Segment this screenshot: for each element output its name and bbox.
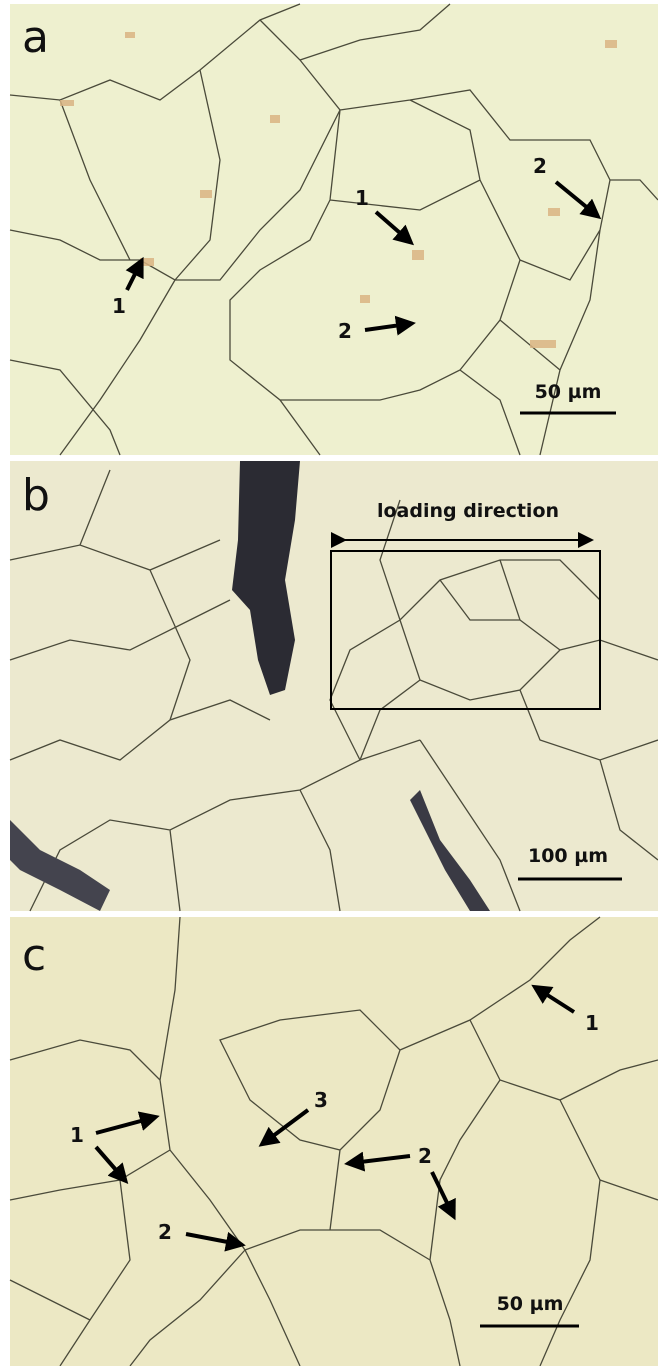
micrograph bbox=[10, 461, 658, 911]
panel-label: b bbox=[22, 470, 50, 521]
panel-label: a bbox=[22, 12, 49, 63]
scale-bar-label: 50 µm bbox=[497, 1293, 564, 1315]
panel-label: c bbox=[22, 930, 46, 981]
annotation: 2 bbox=[418, 1144, 432, 1168]
annotation: 1 bbox=[112, 294, 126, 318]
annotation: 1 bbox=[585, 1011, 599, 1035]
annotation: 2 bbox=[338, 319, 352, 343]
page: a 1 2 1 2 50 µm b loading direction 100 … bbox=[0, 0, 658, 1366]
scale-bar-label: 100 µm bbox=[528, 845, 608, 867]
figure: a 1 2 1 2 50 µm b loading direction 100 … bbox=[0, 0, 658, 1366]
panel-c: c 1 1 3 2 2 50 µm bbox=[10, 917, 658, 1366]
scale-bar-label: 50 µm bbox=[535, 381, 602, 403]
annotation: 2 bbox=[533, 154, 547, 178]
annotation: 1 bbox=[355, 186, 369, 210]
panel-a: a 1 2 1 2 50 µm bbox=[10, 4, 658, 455]
annotation: loading direction bbox=[377, 500, 559, 522]
annotation: 2 bbox=[158, 1220, 172, 1244]
annotation: 1 bbox=[70, 1123, 84, 1147]
annotation: 3 bbox=[314, 1088, 328, 1112]
panel-b: b loading direction 100 µm bbox=[10, 461, 658, 911]
